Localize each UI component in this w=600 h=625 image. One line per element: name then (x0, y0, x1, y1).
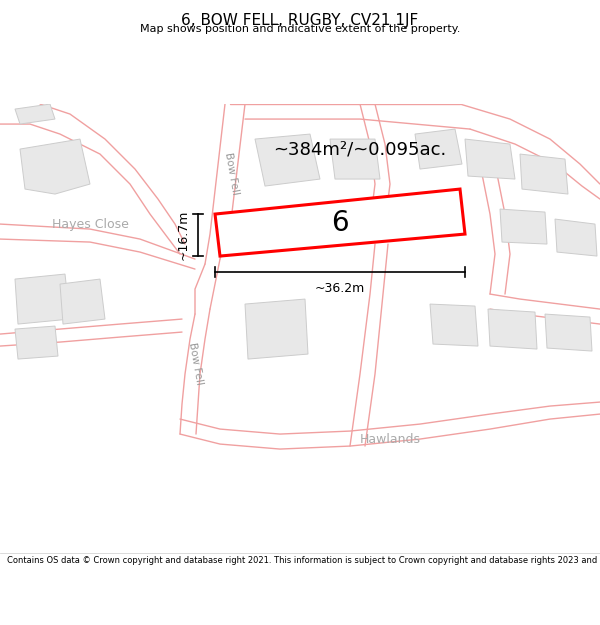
Text: Map shows position and indicative extent of the property.: Map shows position and indicative extent… (140, 24, 460, 34)
Polygon shape (15, 326, 58, 359)
Polygon shape (15, 104, 55, 124)
Polygon shape (430, 304, 478, 346)
Text: ~36.2m: ~36.2m (315, 282, 365, 295)
Text: 6: 6 (331, 209, 349, 238)
Polygon shape (500, 209, 547, 244)
Text: 6, BOW FELL, RUGBY, CV21 1JF: 6, BOW FELL, RUGBY, CV21 1JF (181, 13, 419, 28)
Polygon shape (15, 274, 70, 324)
Polygon shape (20, 139, 90, 194)
Polygon shape (545, 314, 592, 351)
Polygon shape (255, 134, 320, 186)
Polygon shape (330, 139, 380, 179)
Text: Hayes Close: Hayes Close (52, 217, 128, 231)
Polygon shape (245, 299, 308, 359)
Polygon shape (555, 219, 597, 256)
Text: Bow Fell: Bow Fell (187, 342, 205, 386)
Text: Bow Fell: Bow Fell (223, 152, 241, 196)
Polygon shape (520, 154, 568, 194)
Polygon shape (215, 189, 465, 256)
Text: ~16.7m: ~16.7m (177, 210, 190, 260)
Polygon shape (60, 279, 105, 324)
Polygon shape (415, 129, 462, 169)
Text: ~384m²/~0.095ac.: ~384m²/~0.095ac. (274, 140, 446, 158)
Text: Contains OS data © Crown copyright and database right 2021. This information is : Contains OS data © Crown copyright and d… (7, 556, 600, 566)
Polygon shape (465, 139, 515, 179)
Text: Hawlands: Hawlands (359, 432, 421, 446)
Polygon shape (335, 202, 372, 232)
Polygon shape (488, 309, 537, 349)
